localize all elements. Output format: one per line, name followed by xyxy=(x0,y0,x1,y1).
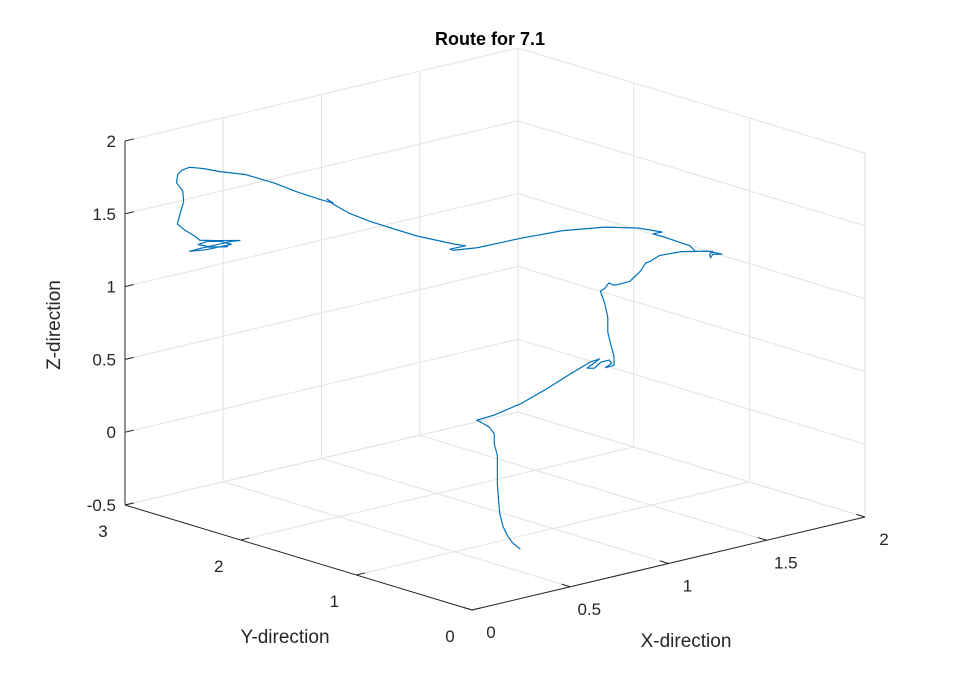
z-tick-label: 0 xyxy=(107,423,116,442)
back-wall-grid-line-z xyxy=(124,265,519,360)
floor-grid-line-x xyxy=(223,481,571,588)
side-wall-grid-line-z xyxy=(517,193,866,300)
x-tick xyxy=(856,513,866,518)
z-tick xyxy=(124,429,134,433)
x-tick xyxy=(659,560,669,564)
x-tick xyxy=(463,606,473,611)
z-tick xyxy=(124,356,134,360)
z-axis-label: Z-direction xyxy=(44,280,65,370)
y-tick-label: 0 xyxy=(445,627,454,646)
z-tick-label: 2 xyxy=(107,132,116,151)
tick-marks xyxy=(124,138,866,611)
floor-grid-line-x xyxy=(321,458,669,564)
floor-grid-line-x xyxy=(419,434,767,541)
side-wall-grid-line-z xyxy=(517,338,866,445)
back-wall-grid-line-z xyxy=(124,120,519,215)
axes xyxy=(124,141,866,611)
side-wall-grid-line-z xyxy=(517,120,866,227)
tick-labels: 0 0.5 1 1.5 2 0 1 2 3 -0.5 0 0.5 1 1.5 2 xyxy=(87,132,889,646)
x-tick-label: 0.5 xyxy=(577,600,601,619)
series-group xyxy=(175,166,723,550)
y-tick-label: 2 xyxy=(214,557,223,576)
z-tick-label: 0.5 xyxy=(92,350,116,369)
side-wall-grid-line-z xyxy=(517,411,866,518)
z-tick-label: -0.5 xyxy=(87,496,116,515)
x-tick-label: 1 xyxy=(683,577,692,596)
x-tick-label: 0 xyxy=(486,623,495,642)
y-tick xyxy=(240,537,250,541)
z-tick xyxy=(124,502,134,506)
x-tick xyxy=(561,583,571,588)
z-tick xyxy=(124,138,134,142)
x-tick-label: 1.5 xyxy=(774,553,798,572)
grid-lines xyxy=(124,47,866,611)
side-wall-grid-line-z xyxy=(517,47,866,154)
floor-grid-line-y xyxy=(240,446,634,541)
back-wall-grid-line-z xyxy=(124,47,519,142)
side-wall-grid-line-z xyxy=(517,265,866,372)
x-tick-label: 2 xyxy=(879,530,888,549)
z-tick-label: 1 xyxy=(107,278,116,297)
back-wall-grid-line-z xyxy=(124,338,519,433)
chart-title: Route for 7.1 xyxy=(435,29,545,49)
back-wall-grid-line-z xyxy=(124,411,519,506)
z-tick-label: 1.5 xyxy=(92,205,116,224)
x-axis-label: X-direction xyxy=(641,631,732,652)
floor-grid-line-y xyxy=(356,481,750,576)
z-tick xyxy=(124,211,134,215)
y-tick xyxy=(471,607,481,611)
z-tick xyxy=(124,284,134,288)
y-tick-label: 1 xyxy=(330,592,339,611)
y-tick-label: 3 xyxy=(98,522,107,541)
x-tick xyxy=(757,537,767,541)
route-series-line xyxy=(175,166,723,550)
y-axis-label: Y-direction xyxy=(240,627,329,648)
back-wall-grid-line-z xyxy=(124,193,519,288)
y-tick xyxy=(356,572,366,576)
y-axis-line xyxy=(124,504,473,611)
